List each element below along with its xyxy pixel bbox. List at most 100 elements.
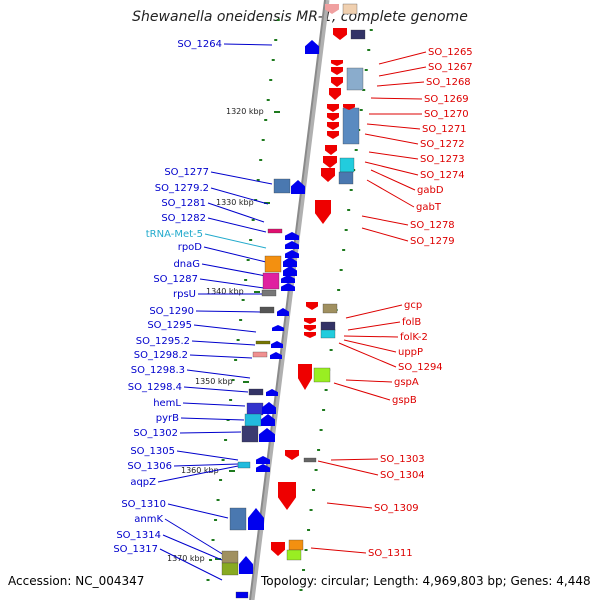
gene-label-gcp[interactable]: gcp xyxy=(404,300,422,311)
gene-label-folb[interactable]: folB xyxy=(402,317,421,328)
forward-gene-glyph[interactable] xyxy=(239,556,253,574)
reverse-gene-glyph[interactable] xyxy=(286,549,302,561)
reverse-gene-glyph[interactable] xyxy=(320,329,336,339)
reverse-gene-glyph[interactable] xyxy=(322,303,338,314)
forward-gene-glyph[interactable] xyxy=(291,180,305,194)
reverse-gene-glyph[interactable] xyxy=(323,156,337,168)
forward-gene-glyph[interactable] xyxy=(235,591,249,599)
gene-label-so-1317[interactable]: SO_1317 xyxy=(113,544,158,555)
gene-label-so-1264[interactable]: SO_1264 xyxy=(177,39,222,50)
gene-label-gabt[interactable]: gabT xyxy=(416,202,442,213)
forward-gene-glyph[interactable] xyxy=(273,178,291,194)
gene-label-so-1314[interactable]: SO_1314 xyxy=(116,530,161,541)
gene-label-dnag[interactable]: dnaG xyxy=(173,259,200,270)
reverse-gene-glyph[interactable] xyxy=(306,302,318,310)
gene-label-so-1272[interactable]: SO_1272 xyxy=(420,139,465,150)
gene-label-so-1309[interactable]: SO_1309 xyxy=(374,503,419,514)
reverse-gene-glyph[interactable] xyxy=(343,104,355,110)
forward-gene-glyph[interactable] xyxy=(259,306,275,314)
forward-gene-glyph[interactable] xyxy=(262,402,276,414)
reverse-gene-glyph[interactable] xyxy=(327,113,339,121)
forward-gene-glyph[interactable] xyxy=(285,250,299,258)
gene-label-so-1279[interactable]: SO_1279 xyxy=(410,236,455,247)
forward-gene-glyph[interactable] xyxy=(248,508,264,530)
gene-label-so-1290[interactable]: SO_1290 xyxy=(149,306,194,317)
reverse-gene-glyph[interactable] xyxy=(327,131,339,139)
forward-gene-glyph[interactable] xyxy=(261,289,277,297)
gene-label-trna-met-5[interactable]: tRNA-Met-5 xyxy=(146,229,203,240)
gene-label-so-1311[interactable]: SO_1311 xyxy=(368,548,413,559)
forward-gene-glyph[interactable] xyxy=(272,325,284,331)
reverse-gene-glyph[interactable] xyxy=(331,67,343,75)
gene-label-so-1295-2[interactable]: SO_1295.2 xyxy=(136,336,190,347)
gene-label-so-1298-4[interactable]: SO_1298.4 xyxy=(128,382,182,393)
gene-label-so-1267[interactable]: SO_1267 xyxy=(428,62,473,73)
forward-gene-glyph[interactable] xyxy=(266,389,278,396)
reverse-gene-glyph[interactable] xyxy=(288,539,304,551)
gene-label-so-1310[interactable]: SO_1310 xyxy=(121,499,166,510)
reverse-gene-glyph[interactable] xyxy=(325,4,339,14)
forward-gene-glyph[interactable] xyxy=(248,388,264,396)
gene-label-so-1268[interactable]: SO_1268 xyxy=(426,77,471,88)
gene-label-so-1269[interactable]: SO_1269 xyxy=(424,94,469,105)
reverse-gene-glyph[interactable] xyxy=(350,29,366,40)
reverse-gene-glyph[interactable] xyxy=(325,145,337,155)
reverse-gene-glyph[interactable] xyxy=(271,542,285,556)
reverse-gene-glyph[interactable] xyxy=(298,364,312,390)
gene-label-so-1281[interactable]: SO_1281 xyxy=(161,198,206,209)
gene-label-gspa[interactable]: gspA xyxy=(394,377,419,388)
gene-label-so-1274[interactable]: SO_1274 xyxy=(420,170,465,181)
gene-label-pyrb[interactable]: pyrB xyxy=(156,413,179,424)
forward-gene-glyph[interactable] xyxy=(267,228,283,234)
reverse-gene-glyph[interactable] xyxy=(304,325,316,331)
forward-gene-glyph[interactable] xyxy=(305,40,319,54)
gene-label-rpod[interactable]: rpoD xyxy=(178,242,203,253)
forward-gene-glyph[interactable] xyxy=(221,550,239,564)
gene-label-aqpz[interactable]: aqpZ xyxy=(130,477,156,488)
forward-gene-glyph[interactable] xyxy=(261,414,275,426)
forward-gene-glyph[interactable] xyxy=(241,425,259,443)
gene-label-so-1298-3[interactable]: SO_1298.3 xyxy=(131,365,185,376)
gene-label-anmk[interactable]: anmK xyxy=(134,514,163,525)
forward-gene-glyph[interactable] xyxy=(255,340,271,345)
gene-label-so-1277[interactable]: SO_1277 xyxy=(164,167,209,178)
reverse-gene-glyph[interactable] xyxy=(315,200,331,224)
forward-gene-glyph[interactable] xyxy=(264,255,282,273)
reverse-gene-glyph[interactable] xyxy=(327,104,339,112)
forward-gene-glyph[interactable] xyxy=(285,241,299,249)
gene-label-so-1298-2[interactable]: SO_1298.2 xyxy=(134,350,188,361)
reverse-gene-glyph[interactable] xyxy=(313,367,331,383)
forward-gene-glyph[interactable] xyxy=(256,464,270,472)
forward-gene-glyph[interactable] xyxy=(221,562,239,576)
gene-label-so-1305[interactable]: SO_1305 xyxy=(130,446,175,457)
forward-gene-glyph[interactable] xyxy=(270,352,282,359)
reverse-gene-glyph[interactable] xyxy=(304,332,316,338)
reverse-gene-glyph[interactable] xyxy=(321,168,335,182)
reverse-gene-glyph[interactable] xyxy=(327,122,339,130)
gene-label-gabd[interactable]: gabD xyxy=(417,185,444,196)
reverse-gene-glyph[interactable] xyxy=(331,77,343,87)
gene-label-folk-2[interactable]: folK-2 xyxy=(400,332,428,343)
forward-gene-glyph[interactable] xyxy=(283,266,297,276)
forward-gene-glyph[interactable] xyxy=(259,428,275,442)
gene-label-so-1303[interactable]: SO_1303 xyxy=(380,454,425,465)
forward-gene-glyph[interactable] xyxy=(244,413,262,427)
gene-label-so-1282[interactable]: SO_1282 xyxy=(161,213,206,224)
gene-label-heml[interactable]: hemL xyxy=(153,398,181,409)
reverse-gene-glyph[interactable] xyxy=(339,157,355,173)
gene-label-so-1306[interactable]: SO_1306 xyxy=(127,461,172,472)
gene-label-uppp[interactable]: uppP xyxy=(398,347,423,358)
reverse-gene-glyph[interactable] xyxy=(303,457,317,463)
gene-label-so-1270[interactable]: SO_1270 xyxy=(424,109,469,120)
forward-gene-glyph[interactable] xyxy=(277,308,289,316)
reverse-gene-glyph[interactable] xyxy=(320,321,336,331)
reverse-gene-glyph[interactable] xyxy=(342,3,358,15)
reverse-gene-glyph[interactable] xyxy=(342,107,360,145)
gene-label-so-1265[interactable]: SO_1265 xyxy=(428,47,473,58)
gene-label-so-1273[interactable]: SO_1273 xyxy=(420,154,465,165)
reverse-gene-glyph[interactable] xyxy=(285,450,299,460)
reverse-gene-glyph[interactable] xyxy=(338,171,354,185)
gene-label-so-1287[interactable]: SO_1287 xyxy=(153,274,198,285)
forward-gene-glyph[interactable] xyxy=(262,272,280,290)
forward-gene-glyph[interactable] xyxy=(281,283,295,291)
